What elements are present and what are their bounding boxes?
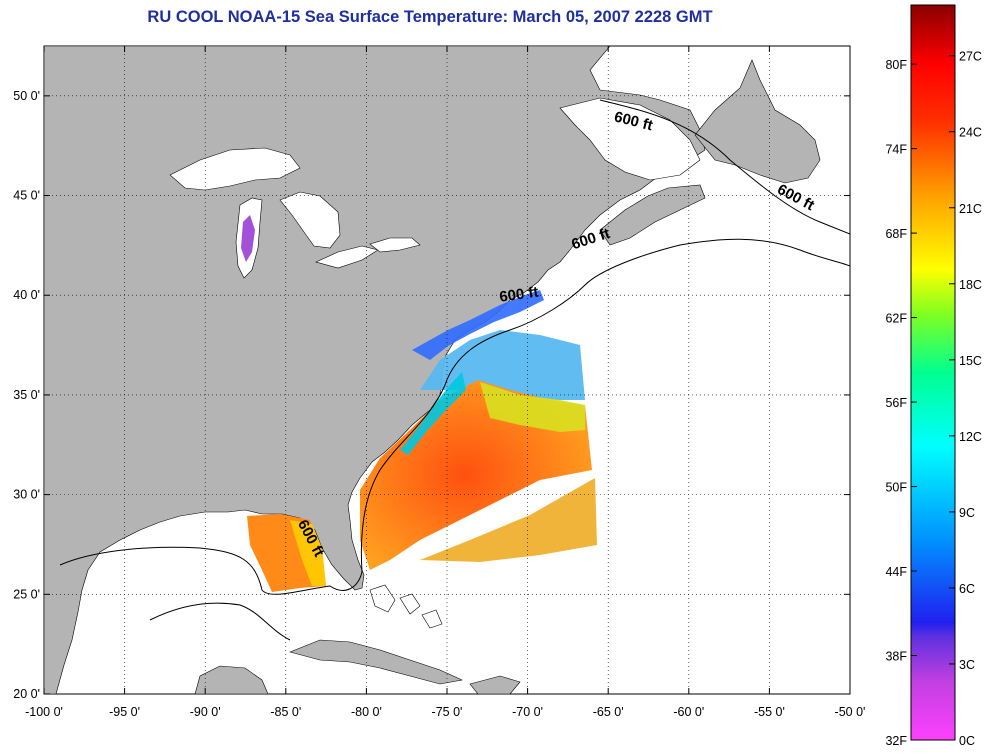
lon-tick-label: -70 0' [512,705,543,719]
graticule [44,46,850,694]
colorbar-label-celsius: 18C [959,278,982,292]
colorbar-label-fahrenheit: 32F [885,734,907,748]
lon-tick-label: -60 0' [673,705,704,719]
shelf-contour-gulf [149,602,291,641]
lon-tick-label: -50 0' [835,705,866,719]
sst-swath-southeast [420,478,597,562]
colorbar-label-celsius: 21C [959,202,982,216]
lake-michigan-sst [241,215,255,262]
lon-tick-label: -65 0' [593,705,624,719]
sst-swath-shelf [480,382,585,432]
sst-coastal-cold [400,372,466,455]
lake-ontario [369,237,421,253]
lake-superior [169,147,301,191]
colorbar-label-celsius: 3C [959,658,975,672]
colorbar-label-fahrenheit: 74F [885,143,907,157]
lat-ticks: 20 0' 25 0' 30 0' 35 0' 40 0' 45 0' 50 0' [13,89,850,701]
lon-tick-label: -95 0' [109,705,140,719]
lat-tick-label: 35 0' [13,388,40,402]
colorbar-label-celsius: 15C [959,354,982,368]
lat-tick-label: 20 0' [13,687,40,701]
land-newfoundland [694,59,821,184]
lat-tick-label: 45 0' [13,189,40,203]
colorbar-label-fahrenheit: 62F [885,312,907,326]
shelf-contour-600ft-north [599,99,850,235]
land-hispaniola [469,675,521,694]
lon-tick-label: -90 0' [190,705,221,719]
colorbar-label-fahrenheit: 80F [885,58,907,72]
sst-gulf-yellow [290,520,326,586]
lon-tick-label: -85 0' [270,705,301,719]
lat-tick-label: 30 0' [13,488,40,502]
land-nova-scotia [599,184,706,246]
lon-tick-label: -75 0' [432,705,463,719]
lon-tick-label: -100 0' [25,705,63,719]
land-bahamas [369,584,443,629]
colorbar-label-celsius: 12C [959,430,982,444]
colorbar-label-fahrenheit: 68F [885,227,907,241]
lake-huron [279,191,341,249]
colorbar-label-celsius: 6C [959,582,975,596]
lon-tick-label: -80 0' [351,705,382,719]
colorbar-label-fahrenheit: 44F [885,565,907,579]
colorbar-ticks: 27C 24C 21C 18C 15C 12C 9C 6C 3C 0C 80F 74F 68F 62F 56… [885,50,981,748]
colorbar-label-celsius: 0C [959,734,975,748]
sst-coastal-blue [412,290,544,360]
land-cuba [289,639,463,685]
colorbar-label-celsius: 27C [959,50,982,64]
colorbar-label-celsius: 9C [959,506,975,520]
colorbar-label-fahrenheit: 38F [885,650,907,664]
lat-tick-label: 50 0' [13,89,40,103]
lat-tick-label: 40 0' [13,288,40,302]
land-yucatan [194,665,269,694]
colorbar-label-celsius: 24C [959,126,982,140]
shelf-contour-600ft [59,238,850,595]
lon-ticks: -100 0' -95 0' -90 0' -85 0' -80 0' -75 0' -70… [25,46,865,719]
lon-tick-label: -55 0' [754,705,785,719]
colorbar [910,4,956,741]
map-title: RU COOL NOAA-15 Sea Surface Temperature:… [147,8,713,26]
colorbar-label-fahrenheit: 50F [885,481,907,495]
contour-label-600ft: 600 ft [498,284,539,306]
colorbar-label-fahrenheit: 56F [885,396,907,410]
land-north-america [44,46,706,694]
lat-tick-label: 25 0' [13,587,40,601]
